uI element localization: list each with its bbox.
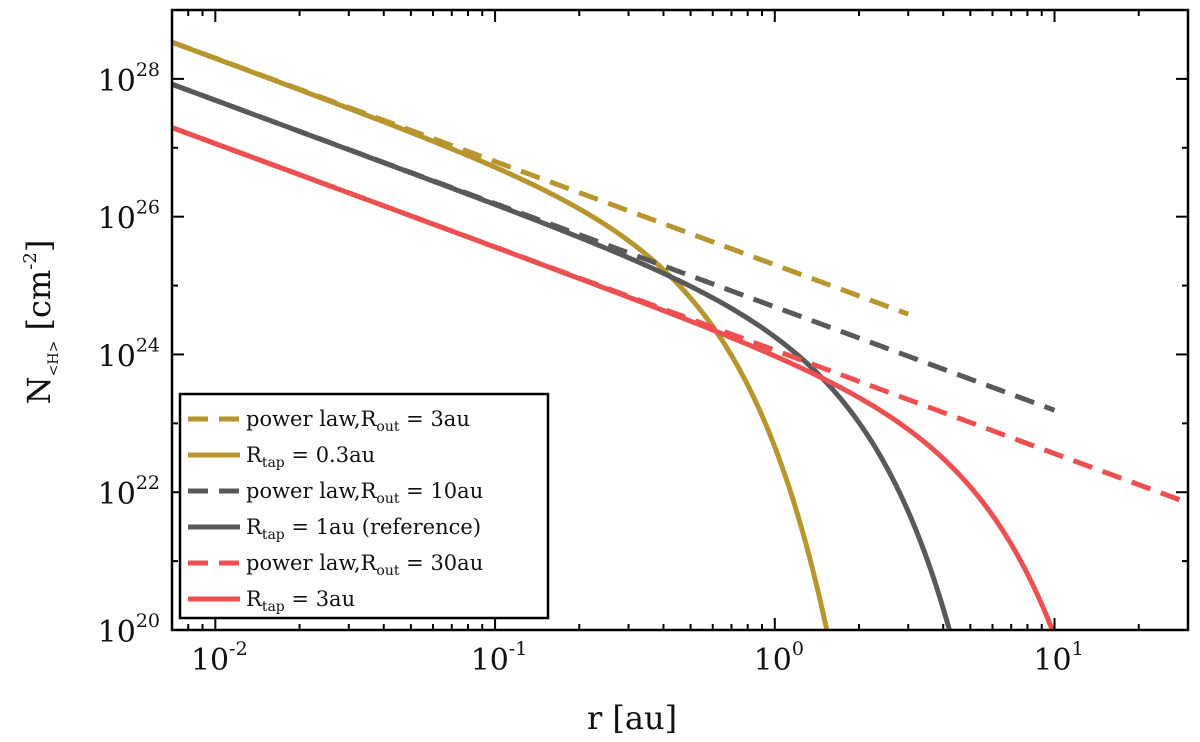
- x-tick-label: 101: [1033, 638, 1083, 678]
- legend: power law,Rout = 3au Rtap = 0.3au power la…: [178, 392, 550, 620]
- legend-label-3: power law,Rout = 10au: [246, 479, 483, 507]
- x-tick-label: 10-2: [191, 638, 248, 678]
- tick-labels: 10-2 10-1 100 101 1020 1022 1024 1026 1028: [98, 59, 1084, 678]
- y-tick-label: 1028: [98, 59, 160, 99]
- series-line-2: [172, 39, 830, 630]
- legend-label-1: power law,Rout = 3au: [246, 407, 470, 435]
- series-line-6: [172, 125, 1056, 630]
- legend-box: [178, 392, 550, 620]
- plot-frame: [170, 8, 1190, 632]
- series-line-4: [172, 81, 953, 630]
- axis-ticks: [171, 9, 1189, 631]
- y-tick-label: 1022: [98, 472, 160, 512]
- legend-label-5: power law,Rout = 30au: [246, 551, 483, 579]
- legend-label-2: Rtap = 0.3au: [246, 443, 375, 471]
- x-axis-label: r [au]: [587, 699, 677, 737]
- x-tick-label: 100: [754, 638, 804, 678]
- legend-label-6: Rtap = 3au: [246, 587, 355, 615]
- legend-label-4: Rtap = 1au (reference): [246, 515, 481, 543]
- x-tick-label: 10-1: [471, 638, 528, 678]
- y-tick-label: 1020: [98, 610, 160, 650]
- y-tick-label: 1024: [98, 334, 160, 374]
- y-axis-label: N<H> [cm-2]: [20, 240, 62, 405]
- y-tick-label: 1026: [98, 197, 160, 237]
- plot-area: [172, 39, 1188, 630]
